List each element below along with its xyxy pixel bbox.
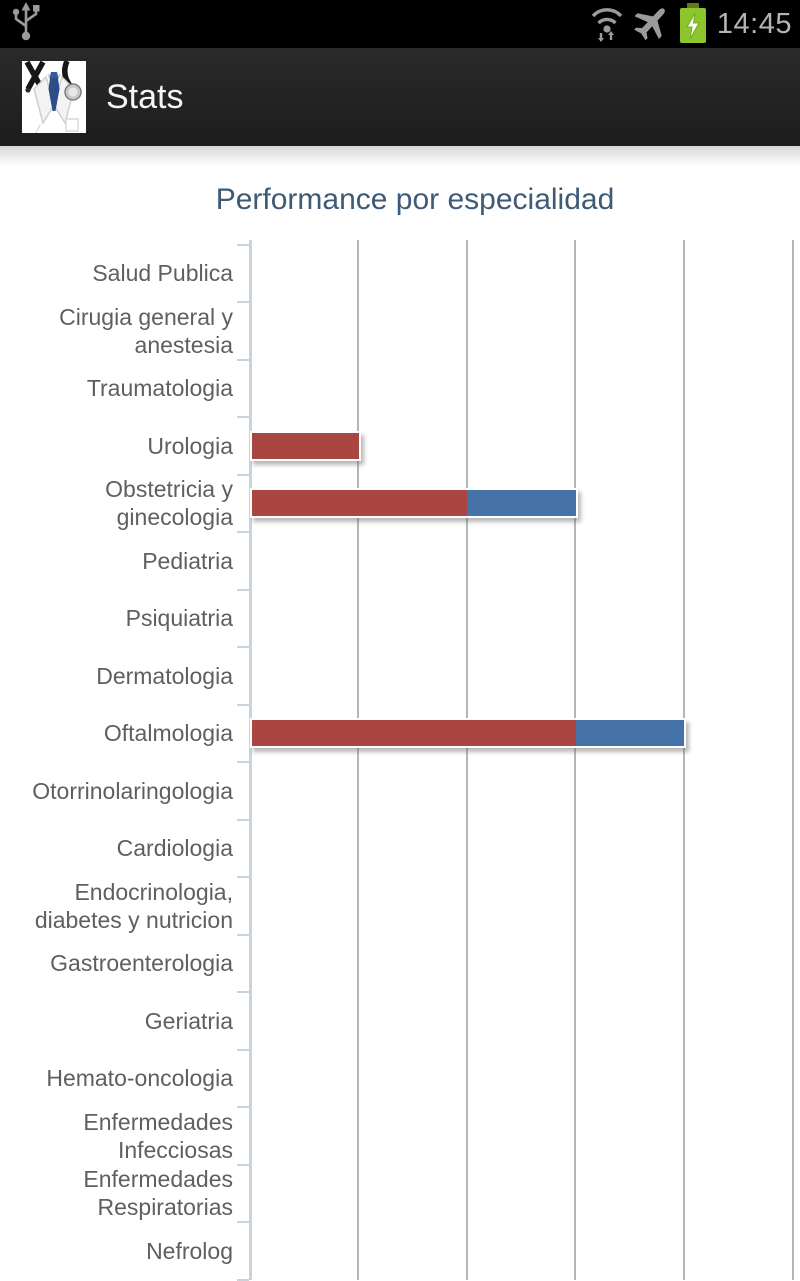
app-title: Stats (106, 77, 184, 116)
app-bar-shadow (0, 146, 800, 166)
bar-segment-blue (575, 720, 685, 747)
category-label: Psiquiatria (125, 605, 233, 632)
category-label: Enfermedades Respiratorias (83, 1166, 233, 1221)
category-label: Cirugia general y anestesia (59, 303, 233, 358)
category-label: Oftalmologia (103, 720, 233, 747)
category-label: Enfermedades Infecciosas (83, 1108, 233, 1163)
axis-tick (237, 703, 249, 706)
chart-title: Performance por especialidad (215, 183, 615, 216)
x-gridline (682, 240, 685, 1280)
category-label: Pediatria (142, 547, 233, 574)
axis-tick (237, 1106, 249, 1108)
axis-tick (237, 243, 249, 246)
doctor-app-icon[interactable] (22, 59, 86, 134)
airplane-mode-icon (633, 2, 671, 47)
axis-tick (237, 1048, 249, 1051)
bar-segment-red (252, 490, 468, 517)
axis-tick (237, 1221, 249, 1223)
category-label: Cardiologia (116, 835, 233, 862)
x-gridline (791, 240, 794, 1280)
category-label: Endocrinologia, diabetes y nutricion (34, 878, 233, 933)
category-label: Gastroenterologia (50, 950, 233, 977)
axis-tick (237, 876, 249, 878)
bar-segment-red (252, 432, 359, 459)
bar-segment-blue (467, 490, 576, 517)
category-label: Otorrinolaringologia (32, 777, 233, 804)
axis-tick (237, 416, 249, 418)
bar-oftalmologia (250, 718, 687, 749)
battery-charging-icon (679, 3, 706, 45)
bar-obstetricia-y-ginecologia (250, 488, 578, 519)
axis-tick (237, 646, 249, 648)
wifi-icon (590, 2, 624, 47)
category-label: Hemato-oncologia (46, 1065, 233, 1092)
x-gridline (357, 240, 360, 1280)
axis-tick (237, 301, 249, 303)
axis-tick (237, 531, 249, 533)
axis-tick (237, 358, 249, 361)
status-bar[interactable]: 14:45 (0, 0, 800, 48)
bar-segment-red (252, 720, 576, 747)
axis-tick (237, 588, 249, 591)
category-label: Urologia (147, 432, 233, 459)
category-label: Obstetricia y ginecologia (105, 476, 233, 531)
usb-icon (8, 1, 44, 48)
axis-tick (237, 991, 249, 993)
axis-tick (237, 1163, 249, 1166)
category-label: Nefrolog (146, 1237, 233, 1264)
app-bar: Stats (0, 48, 800, 146)
y-axis-line (248, 240, 252, 1280)
x-gridline (465, 240, 468, 1280)
category-label: Geriatria (144, 1007, 233, 1034)
axis-tick (237, 473, 249, 476)
bar-chart[interactable]: Salud Publica Cirugia general y anestesia… (0, 240, 800, 1281)
x-gridline (574, 240, 577, 1280)
axis-tick (237, 933, 249, 936)
clock: 14:45 (716, 8, 792, 40)
category-label: Traumatologia (86, 375, 233, 402)
bar-urologia (250, 430, 361, 461)
axis-tick (237, 761, 249, 763)
category-label: Salud Publica (92, 260, 233, 287)
category-label: Dermatologia (96, 662, 233, 689)
axis-tick (237, 818, 249, 821)
